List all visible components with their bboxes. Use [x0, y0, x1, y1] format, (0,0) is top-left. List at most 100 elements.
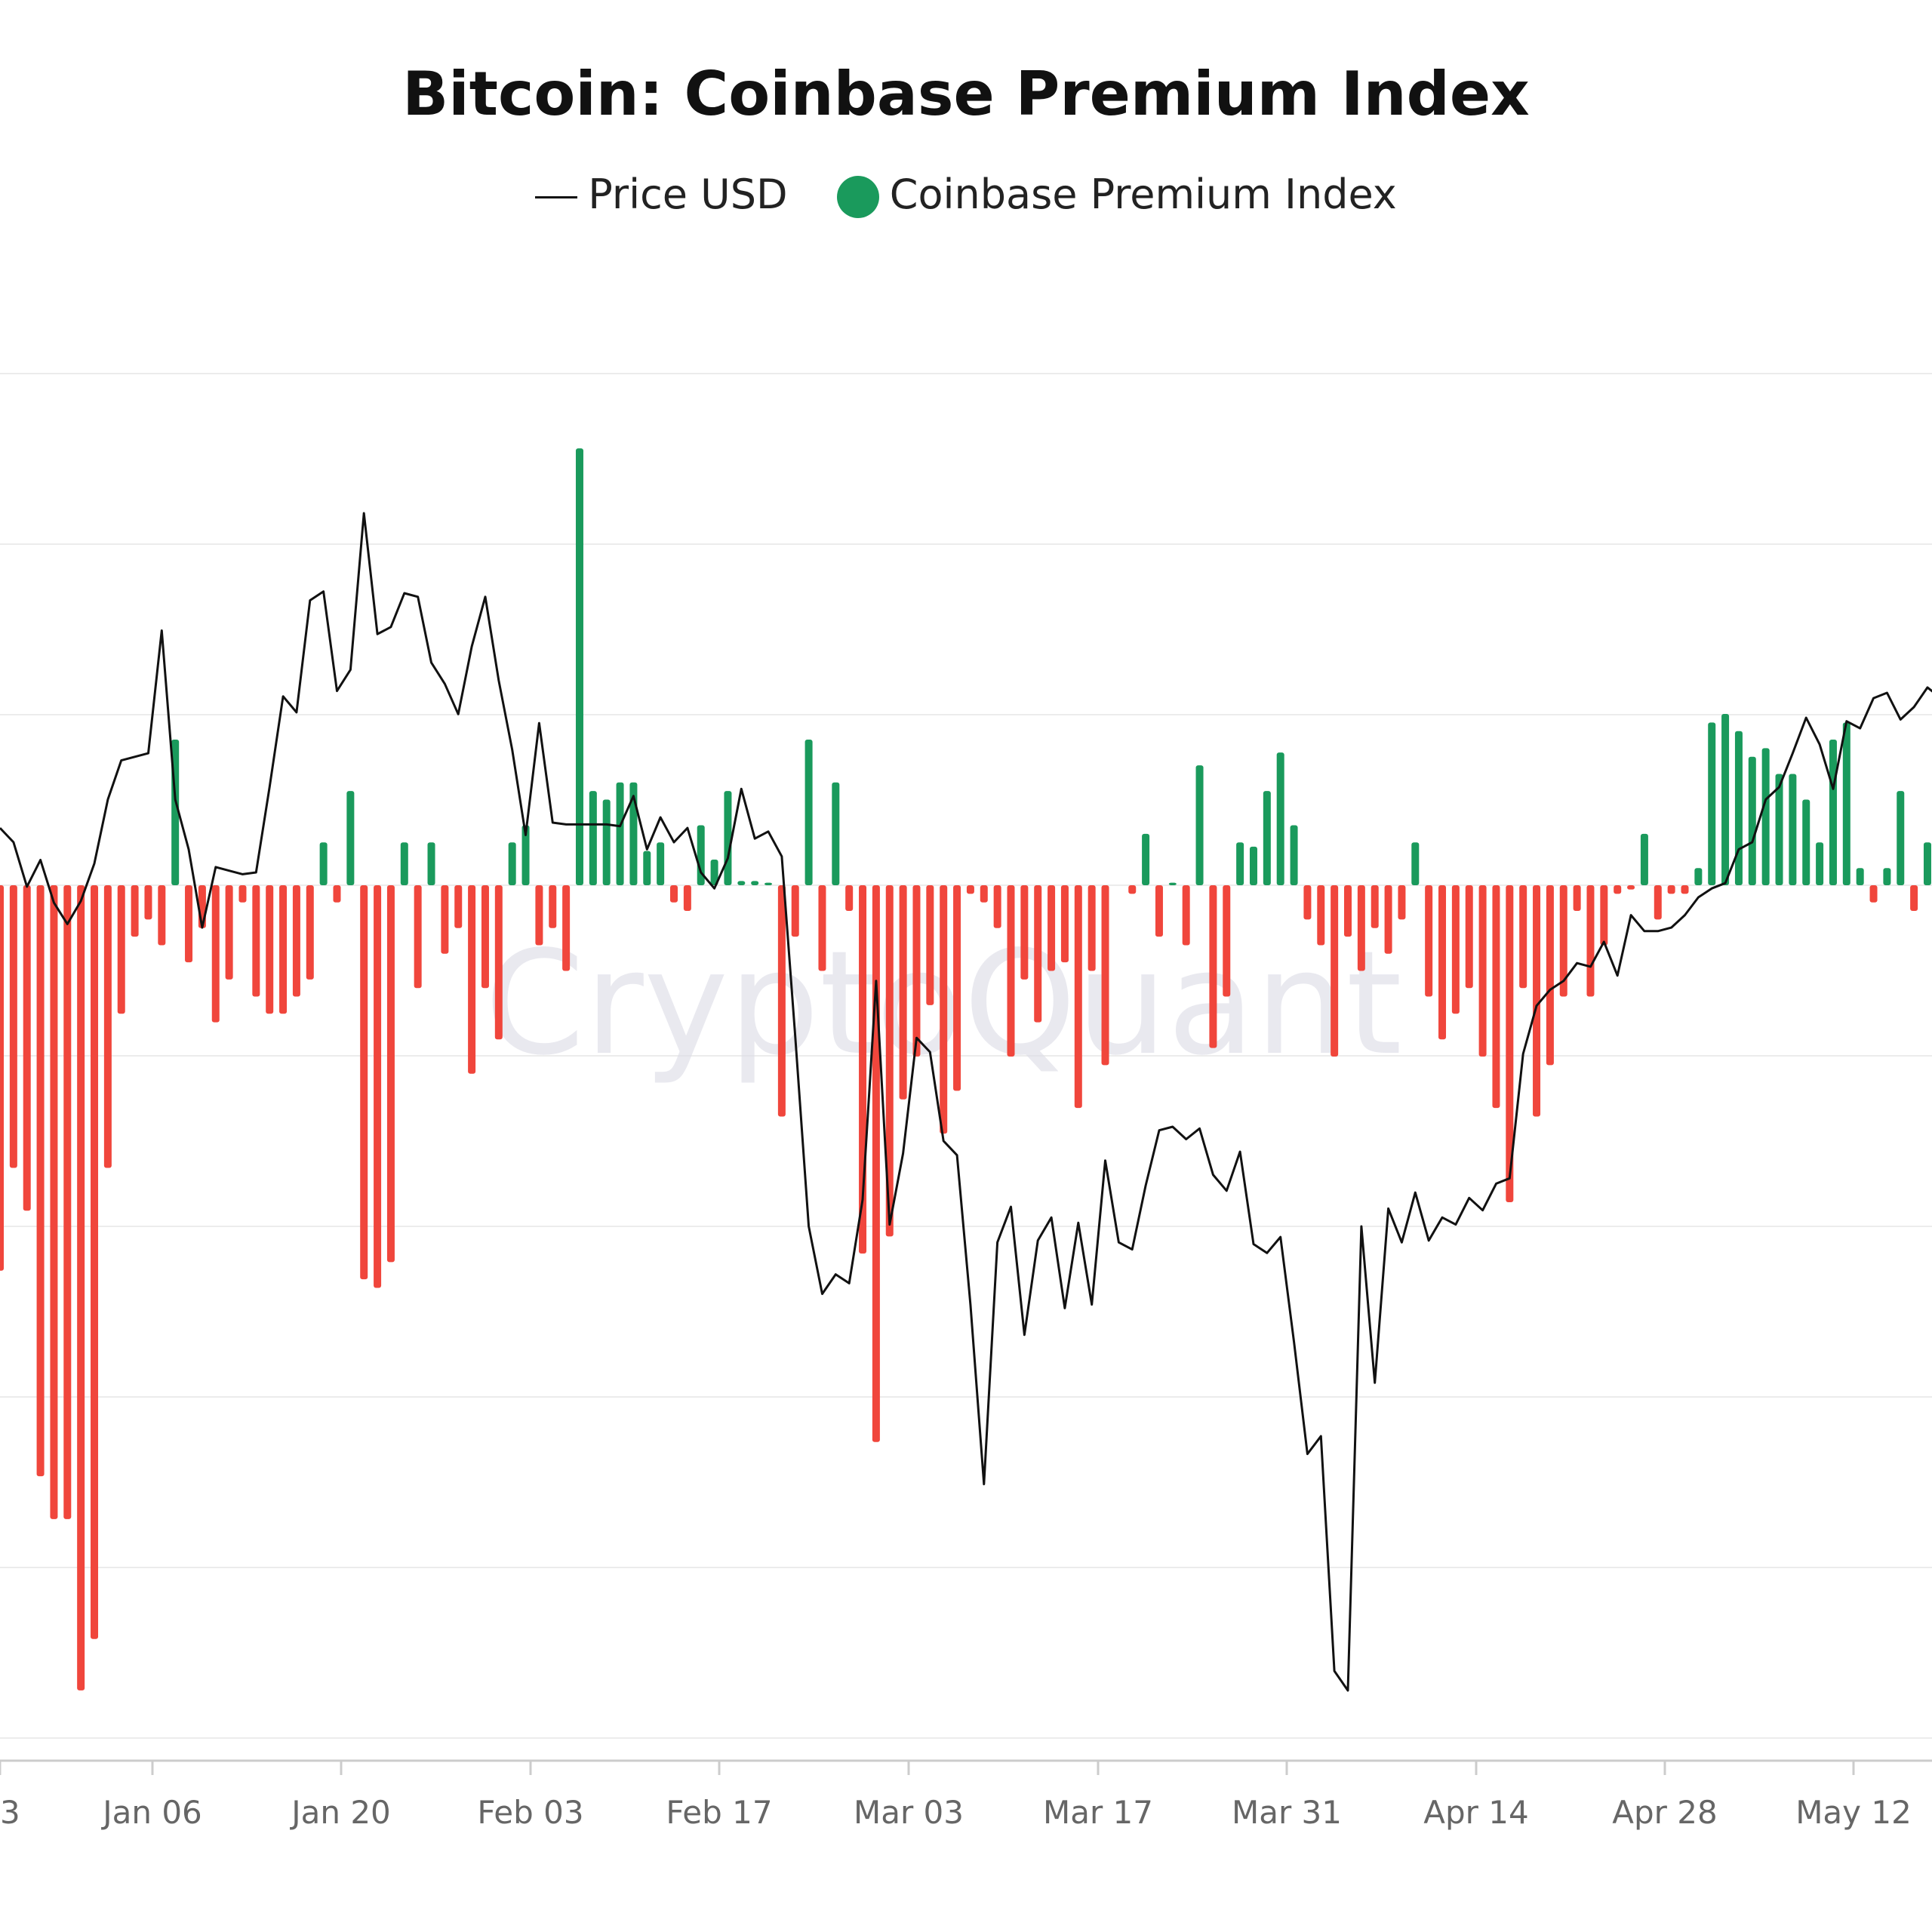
premium-bar[interactable] — [266, 885, 274, 1014]
premium-bar[interactable] — [549, 885, 557, 928]
premium-bar[interactable] — [1249, 846, 1257, 885]
premium-bar[interactable] — [1303, 885, 1312, 920]
premium-bar[interactable] — [23, 885, 31, 1211]
premium-bar[interactable] — [1708, 722, 1716, 885]
premium-bar[interactable] — [1869, 885, 1878, 903]
premium-bar[interactable] — [1761, 748, 1770, 885]
premium-bar[interactable] — [1331, 885, 1339, 1057]
premium-bar[interactable] — [238, 885, 247, 903]
premium-bar[interactable] — [1627, 885, 1635, 890]
premium-bar[interactable] — [818, 885, 826, 971]
premium-bar[interactable] — [1101, 885, 1109, 1066]
premium-bar[interactable] — [63, 885, 72, 1519]
premium-bar[interactable] — [1195, 765, 1204, 885]
premium-bar[interactable] — [0, 885, 4, 1271]
premium-bar[interactable] — [103, 885, 112, 1168]
premium-bar[interactable] — [1923, 842, 1931, 885]
premium-bar[interactable] — [926, 885, 934, 1005]
premium-bar[interactable] — [1088, 885, 1096, 971]
premium-bar[interactable] — [1209, 885, 1217, 1048]
premium-bar[interactable] — [1519, 885, 1527, 989]
premium-bar[interactable] — [1168, 882, 1177, 885]
premium-bar[interactable] — [697, 825, 705, 885]
premium-bar[interactable] — [1142, 833, 1150, 885]
premium-bar[interactable] — [1451, 885, 1460, 1014]
premium-bar[interactable] — [77, 885, 85, 1690]
premium-bar[interactable] — [872, 885, 880, 1442]
premium-bar[interactable] — [1640, 833, 1648, 885]
premium-bar[interactable] — [1748, 756, 1756, 885]
premium-bar[interactable] — [1573, 885, 1581, 912]
premium-bar[interactable] — [966, 885, 974, 894]
premium-bar[interactable] — [1478, 885, 1487, 1057]
premium-bar[interactable] — [158, 885, 166, 946]
premium-bar[interactable] — [468, 885, 476, 1074]
premium-bar[interactable] — [737, 881, 746, 885]
premium-bar[interactable] — [1802, 799, 1810, 886]
premium-bar[interactable] — [1897, 791, 1905, 885]
premium-bar[interactable] — [521, 825, 530, 885]
premium-bar[interactable] — [764, 882, 773, 885]
premium-bar[interactable] — [1734, 731, 1743, 885]
premium-bar[interactable] — [832, 782, 840, 885]
premium-bar[interactable] — [1034, 885, 1042, 1023]
premium-bar[interactable] — [1910, 885, 1918, 912]
premium-bar[interactable] — [1263, 791, 1271, 885]
premium-bar[interactable] — [1694, 868, 1703, 885]
premium-bar[interactable] — [1654, 885, 1662, 920]
premium-bar[interactable] — [1048, 885, 1056, 971]
premium-bar[interactable] — [144, 885, 152, 920]
premium-bar[interactable] — [1492, 885, 1500, 1109]
premium-bar[interactable] — [225, 885, 233, 980]
premium-bar[interactable] — [1506, 885, 1514, 1202]
premium-bar[interactable] — [1020, 885, 1029, 980]
premium-bar[interactable] — [1465, 885, 1473, 989]
premium-bar[interactable] — [953, 885, 961, 1091]
premium-bar[interactable] — [885, 885, 894, 1237]
premium-bar[interactable] — [1276, 752, 1284, 885]
premium-bar[interactable] — [1586, 885, 1595, 997]
premium-bar[interactable] — [1533, 885, 1541, 1117]
premium-bar[interactable] — [1074, 885, 1082, 1109]
premium-bar[interactable] — [1371, 885, 1379, 928]
premium-bar[interactable] — [1546, 885, 1554, 1066]
premium-bar[interactable] — [899, 885, 907, 1100]
premium-bar[interactable] — [602, 799, 611, 886]
premium-bar[interactable] — [292, 885, 300, 997]
legend-item-premium[interactable]: Coinbase Premium Index — [836, 171, 1397, 219]
premium-bar[interactable] — [252, 885, 260, 997]
premium-bar[interactable] — [710, 859, 718, 885]
premium-bar[interactable] — [386, 885, 395, 1263]
premium-bar[interactable] — [777, 885, 786, 1117]
premium-bar[interactable] — [1411, 842, 1420, 885]
premium-bar[interactable] — [1883, 868, 1891, 885]
premium-bar[interactable] — [1060, 885, 1069, 963]
premium-bar[interactable] — [1317, 885, 1325, 946]
premium-bar[interactable] — [1789, 774, 1797, 885]
premium-bar[interactable] — [993, 885, 1001, 928]
premium-bar[interactable] — [1155, 885, 1163, 937]
premium-bar[interactable] — [1829, 740, 1837, 885]
premium-bar[interactable] — [804, 740, 813, 885]
premium-bar[interactable] — [1816, 842, 1824, 885]
premium-bar[interactable] — [670, 885, 678, 903]
premium-bar[interactable] — [683, 885, 691, 912]
premium-bar[interactable] — [575, 448, 583, 885]
premium-bar[interactable] — [1384, 885, 1392, 954]
premium-bar[interactable] — [131, 885, 139, 937]
premium-bar[interactable] — [751, 881, 759, 885]
premium-bar[interactable] — [454, 885, 463, 928]
premium-bar[interactable] — [629, 782, 638, 885]
premium-bar[interactable] — [1223, 885, 1231, 997]
premium-bar[interactable] — [1007, 885, 1015, 1057]
price-line[interactable] — [0, 512, 1932, 1692]
premium-bar[interactable] — [980, 885, 988, 903]
premium-bar[interactable] — [414, 885, 422, 989]
premium-bar[interactable] — [1614, 885, 1622, 894]
premium-bar[interactable] — [306, 885, 314, 980]
premium-bar[interactable] — [117, 885, 125, 1014]
premium-bar[interactable] — [1600, 885, 1608, 946]
premium-bar[interactable] — [400, 842, 408, 885]
premium-bar[interactable] — [494, 885, 503, 1040]
legend-item-price[interactable]: Price USD — [535, 171, 788, 218]
